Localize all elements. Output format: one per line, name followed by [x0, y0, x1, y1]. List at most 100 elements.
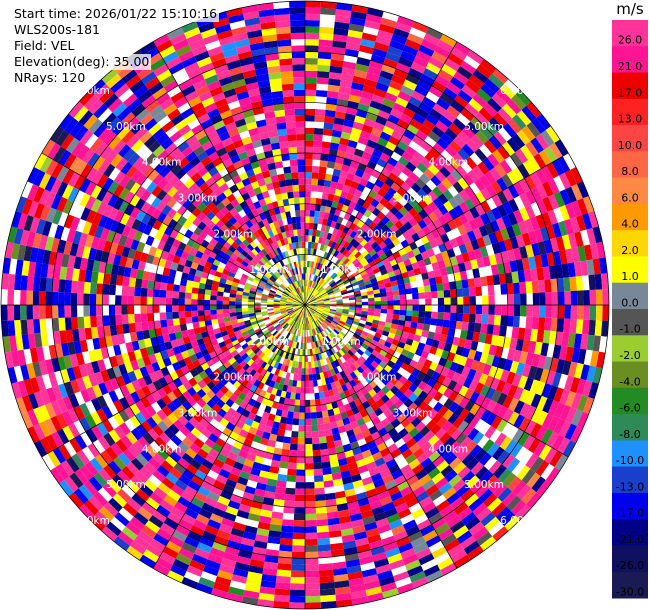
velocity-gate	[469, 391, 480, 404]
velocity-gate	[401, 448, 413, 459]
velocity-gate	[508, 397, 520, 412]
velocity-gate	[191, 299, 198, 305]
velocity-gate	[308, 336, 311, 343]
velocity-gate	[197, 408, 208, 418]
velocity-gate	[577, 348, 587, 365]
velocity-gate	[276, 122, 287, 130]
velocity-gate	[324, 364, 330, 372]
velocity-gate	[417, 342, 426, 351]
velocity-gate	[475, 313, 483, 324]
velocity-gate	[405, 497, 419, 509]
velocity-gate	[228, 586, 245, 597]
velocity-gate	[350, 473, 362, 483]
velocity-gate	[394, 438, 406, 449]
velocity-gate	[290, 32, 305, 40]
velocity-gate	[375, 484, 388, 495]
velocity-gate	[336, 351, 343, 359]
velocity-gate	[422, 501, 437, 514]
velocity-gate	[380, 312, 387, 318]
velocity-gate	[320, 378, 327, 386]
velocity-gate	[319, 26, 335, 35]
velocity-gate	[464, 388, 475, 400]
velocity-gate	[468, 379, 479, 392]
velocity-gate	[351, 354, 359, 362]
velocity-gate	[347, 316, 354, 321]
velocity-gate	[336, 365, 343, 373]
velocity-gate	[151, 413, 163, 425]
velocity-gate	[467, 427, 480, 441]
velocity-gate	[428, 512, 443, 525]
velocity-gate	[121, 526, 138, 541]
velocity-gate	[363, 360, 371, 368]
velocity-gate	[264, 490, 276, 499]
velocity-gate	[291, 178, 299, 186]
velocity-gate	[277, 128, 288, 137]
velocity-gate	[586, 334, 595, 351]
velocity-gate	[265, 549, 280, 557]
velocity-gate	[267, 351, 274, 359]
velocity-gate	[339, 331, 346, 337]
velocity-gate	[318, 325, 324, 332]
velocity-gate	[293, 191, 300, 198]
velocity-gate	[294, 367, 299, 375]
velocity-gate	[438, 528, 454, 541]
velocity-gate	[297, 323, 301, 330]
velocity-gate	[491, 402, 503, 416]
velocity-gate	[506, 457, 521, 473]
velocity-gate	[83, 281, 91, 294]
velocity-gate	[595, 305, 603, 321]
velocity-gate	[285, 487, 296, 495]
velocity-gate	[221, 517, 235, 528]
velocity-gate	[423, 430, 435, 442]
velocity-gate	[352, 525, 366, 535]
velocity-gate	[412, 353, 421, 363]
velocity-gate	[175, 430, 187, 442]
velocity-gate	[307, 317, 310, 324]
velocity-gate	[506, 495, 522, 511]
velocity-gate	[236, 509, 250, 520]
velocity-gate	[328, 312, 336, 317]
velocity-gate	[316, 417, 324, 425]
velocity-gate	[282, 344, 287, 352]
velocity-gate	[343, 389, 351, 398]
velocity-gate	[311, 305, 318, 307]
velocity-gate	[293, 354, 298, 362]
velocity-gate	[535, 381, 546, 396]
velocity-gate	[417, 410, 428, 422]
velocity-gate	[443, 312, 451, 321]
velocity-gate	[121, 484, 136, 498]
velocity-gate	[224, 381, 233, 390]
velocity-gate	[317, 305, 324, 307]
velocity-gate	[444, 469, 458, 483]
velocity-gate	[580, 364, 590, 381]
velocity-gate	[330, 466, 341, 474]
velocity-gate	[290, 210, 296, 218]
velocity-gate	[310, 342, 315, 349]
velocity-gate	[561, 332, 570, 347]
velocity-gate	[277, 428, 286, 437]
velocity-gate	[391, 565, 408, 577]
velocity-gate	[118, 452, 131, 466]
velocity-gate	[305, 311, 307, 318]
velocity-gate	[574, 362, 584, 379]
velocity-gate	[273, 395, 281, 403]
velocity-gate	[339, 318, 347, 323]
velocity-gate	[326, 370, 333, 378]
velocity-gate	[523, 328, 532, 341]
velocity-gate	[305, 501, 316, 508]
velocity-gate	[320, 7, 337, 16]
velocity-gate	[341, 314, 348, 319]
velocity-gate	[115, 285, 123, 296]
velocity-gate	[373, 511, 387, 522]
velocity-gate	[173, 462, 186, 475]
velocity-gate	[68, 492, 84, 509]
velocity-gate	[274, 323, 281, 329]
velocity-gate	[105, 521, 122, 537]
velocity-gate	[196, 582, 213, 595]
velocity-gate	[71, 280, 79, 294]
velocity-gate	[399, 305, 407, 311]
velocity-gate	[336, 386, 344, 394]
velocity-gate	[381, 345, 390, 353]
velocity-gate	[285, 115, 296, 123]
velocity-gate	[186, 432, 198, 443]
